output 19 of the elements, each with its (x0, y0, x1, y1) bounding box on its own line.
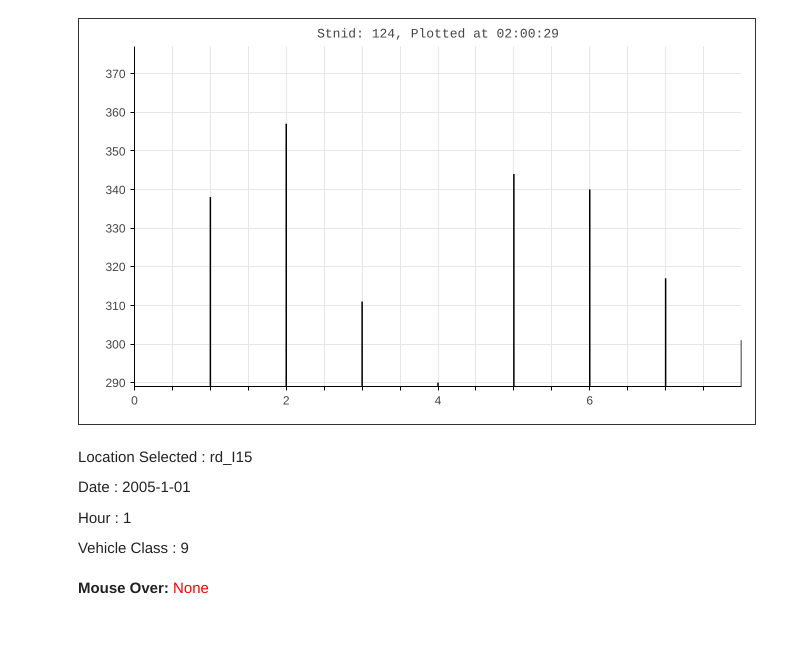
y-tick-label: 330 (105, 222, 126, 236)
y-tick-label: 320 (105, 260, 126, 274)
x-tick-label: 4 (434, 394, 442, 408)
x-tick-label: 6 (586, 394, 594, 408)
x-tick-label: 0 (131, 394, 138, 408)
y-tick-label: 300 (105, 338, 126, 352)
y-tick-label: 310 (105, 298, 126, 313)
y-tick-label: 360 (105, 106, 126, 120)
text: Vehicle Class : 9 (78, 539, 190, 560)
y-tick-label: 350 (105, 144, 126, 158)
text: Mouse Over: None (78, 578, 210, 599)
y-tick-label: 290 (105, 376, 126, 390)
text: Hour : 1 (78, 508, 132, 529)
chart-title: Stnid: 124, Plotted at 02:00:29 (317, 26, 559, 42)
x-tick-label: 2 (282, 394, 290, 408)
y-tick-label: 370 (105, 67, 126, 82)
text: Date : 2005-1-01 (78, 478, 192, 498)
text: Location Selected : rd_I15 (78, 448, 252, 468)
y-tick-label: 340 (105, 182, 126, 197)
